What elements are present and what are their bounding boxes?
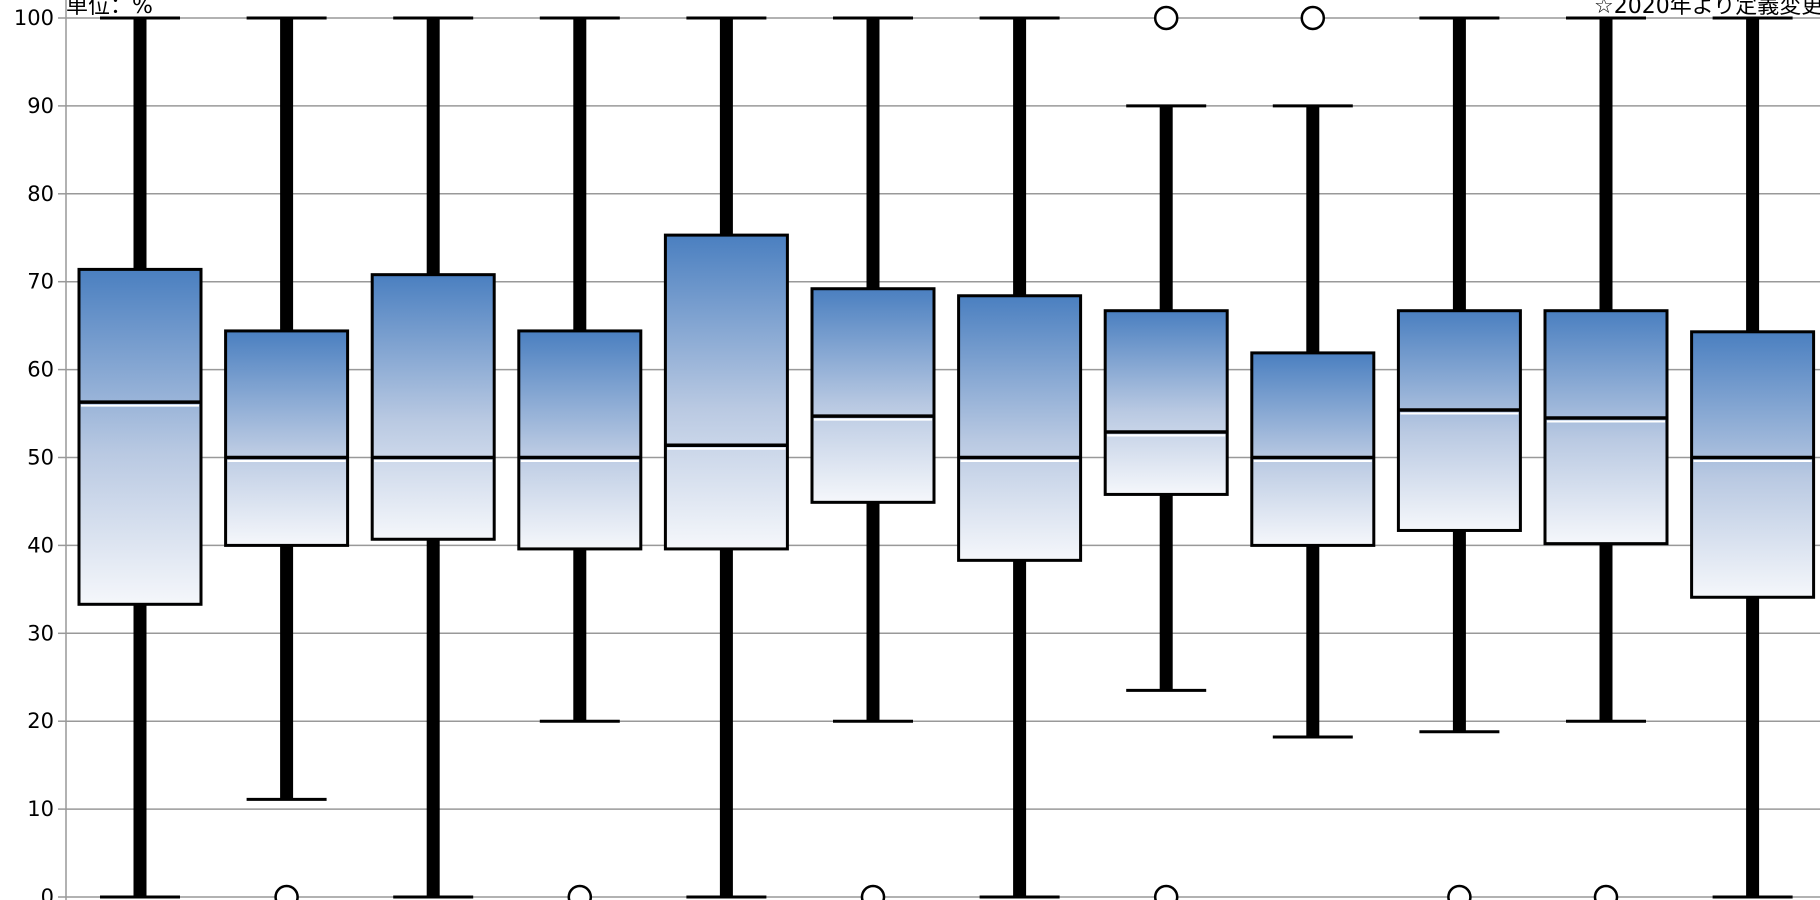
upper-whisker <box>719 18 733 236</box>
outlier-point <box>274 884 299 900</box>
definition-note: ☆2020年より定義変更 <box>1594 0 1820 19</box>
y-tick-label: 40 <box>27 533 54 557</box>
iqr-box <box>1543 309 1669 546</box>
lower-whisker <box>1159 494 1173 691</box>
lower-whisker <box>1306 545 1320 738</box>
lower-whisker <box>866 502 880 722</box>
lower-whisker <box>1452 530 1466 732</box>
box-group <box>1103 5 1229 900</box>
y-tick-label: 90 <box>27 94 54 118</box>
outlier-point <box>860 884 886 900</box>
box-group <box>810 16 936 900</box>
upper-whisker <box>1306 105 1320 353</box>
iqr-box <box>1396 309 1522 532</box>
iqr-box <box>370 273 496 541</box>
lower-whisker <box>133 604 147 897</box>
y-tick-label: 20 <box>27 709 54 733</box>
iqr-box <box>77 267 203 606</box>
outlier-point <box>567 884 593 900</box>
box-group <box>957 16 1083 899</box>
outlier-point <box>1153 884 1179 900</box>
upper-whisker <box>426 18 440 275</box>
lower-whisker <box>719 548 733 897</box>
box-group <box>1396 16 1522 900</box>
lower-whisker <box>426 539 440 897</box>
upper-whisker <box>573 18 587 331</box>
box-group <box>77 16 203 899</box>
box-group <box>1543 16 1669 900</box>
upper-whisker <box>1746 18 1760 332</box>
box-group <box>224 16 350 900</box>
iqr-box <box>224 329 350 547</box>
y-tick-label: 100 <box>14 6 54 30</box>
upper-whisker <box>1599 18 1613 311</box>
y-tick-label: 10 <box>27 797 54 821</box>
lower-whisker <box>573 548 587 722</box>
upper-whisker <box>133 18 147 270</box>
box-group <box>517 16 643 900</box>
y-tick-label: 30 <box>27 621 54 645</box>
y-tick-label: 70 <box>27 270 54 294</box>
iqr-box <box>663 233 789 551</box>
y-axis: 0 10 20 30 40 50 60 70 80 90 100 <box>14 0 67 900</box>
iqr-box <box>1690 330 1816 599</box>
outlier-point <box>1593 884 1619 900</box>
upper-whisker <box>1452 18 1466 311</box>
iqr-box <box>1250 351 1376 547</box>
y-tick-label: 80 <box>27 182 54 206</box>
box-group <box>370 16 496 899</box>
unit-label: 単位：% <box>66 0 153 19</box>
iqr-box <box>957 294 1083 562</box>
upper-whisker <box>866 18 880 289</box>
box-group <box>1250 5 1376 739</box>
upper-whisker <box>1013 18 1027 296</box>
box-group <box>663 16 789 899</box>
y-tick-label: 0 <box>41 885 54 900</box>
iqr-box <box>1103 309 1229 496</box>
lower-whisker <box>1599 543 1613 722</box>
upper-whisker <box>280 18 294 331</box>
outlier-point <box>1300 5 1326 31</box>
lower-whisker <box>1746 597 1760 897</box>
upper-whisker <box>1159 105 1173 311</box>
lower-whisker <box>280 545 294 800</box>
outlier-point <box>1447 884 1472 900</box>
lower-whisker <box>1013 560 1027 897</box>
iqr-box <box>810 287 936 504</box>
iqr-box <box>517 329 643 551</box>
plot-area <box>77 5 1816 900</box>
y-tick-label: 60 <box>27 358 54 382</box>
grid-lines <box>66 17 1820 898</box>
y-tick-label: 50 <box>27 446 54 470</box>
box-group <box>1690 16 1816 899</box>
outlier-point <box>1153 5 1179 31</box>
